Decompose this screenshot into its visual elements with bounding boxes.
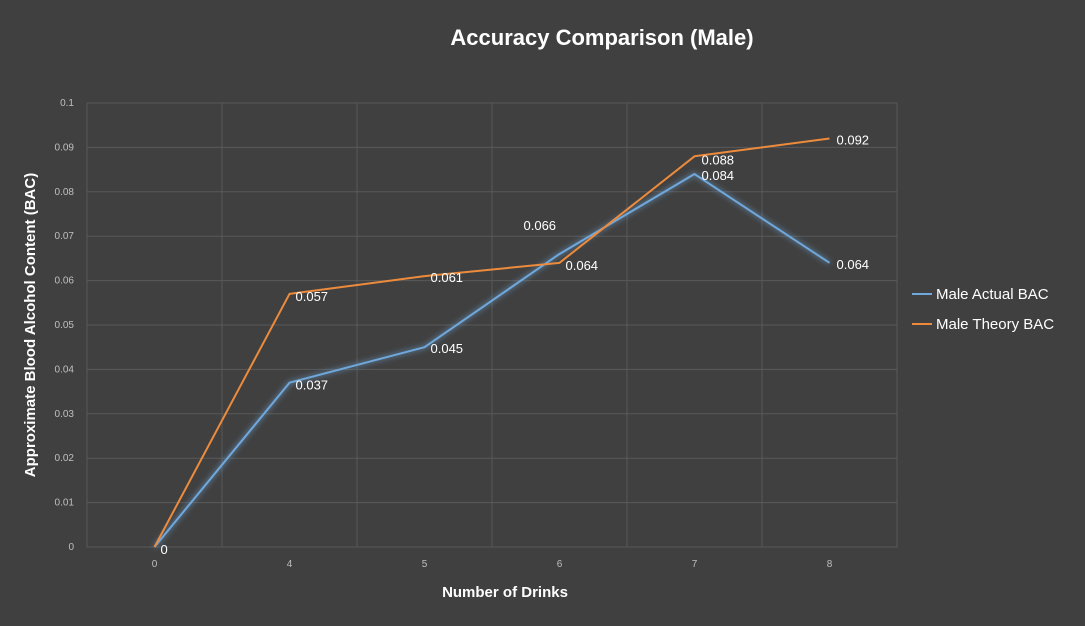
y-tick-label: 0.06 [55,276,75,287]
y-tick-label: 0.03 [55,409,75,420]
data-label: 0.045 [431,341,464,356]
y-tick-label: 0.08 [55,187,75,198]
x-tick-label: 6 [557,559,563,570]
x-tick-label: 4 [287,559,293,570]
legend: Male Actual BAC Male Theory BAC [912,286,1054,333]
series-line-male-actual-bac [153,173,831,548]
y-tick-label: 0.02 [55,453,75,464]
y-axis-title: Approximate Blood Alcohol Content (BAC) [22,173,39,477]
legend-label: Male Theory BAC [936,316,1054,333]
y-tick-label: 0.07 [55,231,75,242]
data-label: 0.064 [566,258,599,273]
series-lines [153,137,831,548]
x-tick-label: 7 [692,559,698,570]
x-axis-title: Number of Drinks [442,584,568,601]
x-tick-label: 5 [422,559,428,570]
data-label: 0 [161,542,168,557]
data-label: 0.084 [702,168,735,183]
legend-label: Male Actual BAC [936,286,1049,303]
y-tick-label: 0.09 [55,142,75,153]
y-tick-label: 0.05 [55,320,75,331]
data-label: 0.066 [524,218,557,233]
data-label: 0.037 [296,378,329,393]
data-label: 0.088 [702,152,735,167]
y-tick-label: 0.01 [55,498,75,509]
x-tick-label: 0 [152,559,158,570]
chart-title: Accuracy Comparison (Male) [450,25,753,50]
data-label: 0.057 [296,289,329,304]
x-axis-ticks: 0 4 5 6 7 8 [152,559,833,570]
data-labels: 0 0.037 0.045 0.066 0.084 0.064 0.057 0.061 0.06… [161,133,870,557]
data-label: 0.064 [837,257,870,272]
series-line-male-theory-bac [153,137,830,548]
x-tick-label: 8 [827,559,833,570]
data-label: 0.061 [431,270,464,285]
data-label: 0.092 [837,133,870,148]
y-axis-ticks: 0 0.01 0.02 0.03 0.04 0.05 0.06 0.07 0.08 0.09 0.1 [55,98,75,553]
gridlines [86,102,898,548]
y-tick-label: 0.04 [55,364,75,375]
y-tick-label: 0 [68,542,74,553]
y-tick-label: 0.1 [60,98,74,109]
